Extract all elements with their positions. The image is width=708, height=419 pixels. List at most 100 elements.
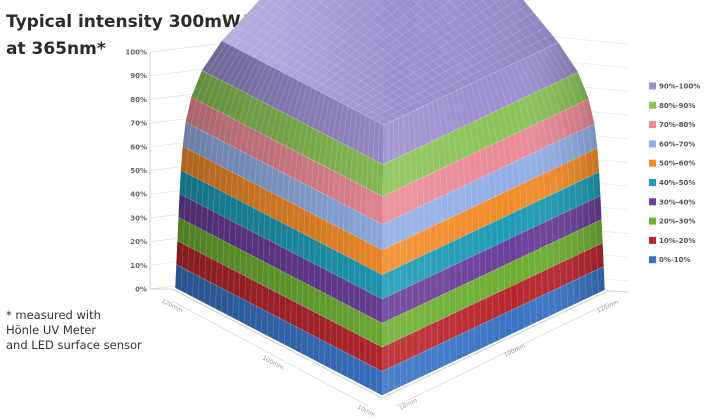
mesh-line bbox=[361, 153, 364, 186]
mesh-line bbox=[282, 77, 295, 113]
mesh-line bbox=[504, 312, 507, 337]
mesh-line bbox=[497, 268, 499, 293]
mesh-line bbox=[539, 224, 541, 249]
dim-label-y-inner: 100mm bbox=[503, 343, 527, 359]
mesh-line bbox=[446, 193, 449, 219]
mesh-line bbox=[549, 170, 552, 195]
plateau-mesh bbox=[255, 3, 418, 110]
mesh-line bbox=[357, 113, 362, 152]
footnote-line-3: and LED surface sensor bbox=[6, 338, 142, 352]
surface-band bbox=[185, 96, 595, 225]
mesh-line bbox=[491, 271, 493, 295]
mesh-line bbox=[228, 88, 238, 117]
mesh-line bbox=[581, 204, 584, 228]
mesh-line bbox=[539, 89, 549, 118]
mesh-line bbox=[533, 53, 552, 85]
plateau-mesh bbox=[296, 0, 396, 80]
mesh-line bbox=[264, 189, 267, 214]
plateau-mesh bbox=[240, 0, 291, 51]
mesh-line bbox=[226, 52, 245, 84]
legend-label: 20%-30% bbox=[659, 218, 695, 226]
mesh-line bbox=[240, 225, 242, 250]
mesh-line bbox=[551, 218, 554, 243]
mesh-line bbox=[420, 146, 424, 178]
mesh-line bbox=[242, 177, 245, 202]
legend-label: 60%-70% bbox=[659, 140, 695, 148]
mesh-line bbox=[217, 214, 220, 238]
mesh-line bbox=[261, 285, 264, 309]
mesh-line bbox=[416, 180, 419, 208]
mesh-line bbox=[278, 293, 281, 318]
mesh-line bbox=[509, 238, 511, 263]
mesh-line bbox=[245, 127, 251, 154]
mesh-line bbox=[535, 298, 538, 323]
legend-item: 40%-50% bbox=[649, 179, 695, 187]
z-tick-label: 90% bbox=[130, 72, 147, 80]
mesh-line bbox=[268, 240, 270, 265]
mesh-line bbox=[246, 228, 248, 253]
legend-item: 80%-90% bbox=[649, 101, 695, 110]
mesh-line bbox=[557, 215, 560, 240]
mesh-line bbox=[191, 151, 195, 176]
dimension-line-left bbox=[171, 300, 369, 407]
mesh-line bbox=[422, 177, 424, 205]
mesh-line bbox=[541, 271, 543, 296]
mesh-line bbox=[268, 264, 270, 289]
mesh-line bbox=[254, 101, 263, 131]
mesh-line bbox=[318, 132, 324, 164]
plateau-mesh bbox=[459, 0, 519, 62]
mesh-line bbox=[534, 92, 544, 121]
mesh-line bbox=[286, 117, 293, 147]
z-tick-label: 0% bbox=[135, 286, 147, 294]
mesh-line bbox=[559, 263, 561, 287]
mesh-line bbox=[555, 167, 558, 192]
mesh-line bbox=[371, 190, 373, 219]
mesh-line bbox=[241, 201, 243, 226]
mesh-line bbox=[582, 101, 589, 127]
mesh-line bbox=[196, 178, 198, 203]
mesh-line bbox=[571, 106, 577, 133]
mesh-line bbox=[232, 147, 236, 173]
mesh-line bbox=[256, 282, 258, 306]
mesh-line bbox=[224, 193, 226, 218]
mesh-line bbox=[556, 191, 559, 216]
mesh-line bbox=[585, 153, 588, 178]
mesh-line bbox=[485, 76, 498, 111]
mesh-line bbox=[458, 128, 464, 159]
mesh-line bbox=[284, 320, 286, 345]
mesh-line bbox=[206, 42, 227, 74]
mesh-line bbox=[555, 82, 567, 110]
mesh-line bbox=[223, 217, 225, 241]
mesh-line bbox=[258, 210, 260, 235]
mesh-line bbox=[561, 79, 572, 108]
mesh-line bbox=[513, 133, 519, 161]
mesh-line bbox=[480, 118, 486, 148]
plateau-mesh bbox=[327, 0, 468, 96]
plateau-mesh bbox=[316, 0, 445, 97]
plateau-mesh bbox=[267, 0, 425, 106]
z-tick-label: 20% bbox=[130, 238, 147, 246]
mesh-line bbox=[350, 148, 354, 180]
mesh-line bbox=[519, 60, 535, 93]
mesh-line bbox=[452, 190, 455, 216]
mesh-line bbox=[271, 167, 274, 193]
mesh-line bbox=[542, 120, 548, 147]
mesh-line bbox=[327, 168, 330, 196]
mesh-line bbox=[589, 224, 591, 249]
mesh-line bbox=[242, 59, 259, 92]
mesh-line bbox=[352, 110, 358, 149]
mesh-line bbox=[234, 121, 240, 148]
mesh-line bbox=[215, 285, 217, 309]
mesh-line bbox=[469, 123, 475, 154]
mesh-line bbox=[572, 280, 575, 305]
band-left-shade bbox=[202, 40, 384, 165]
mesh-line bbox=[249, 302, 251, 327]
mesh-line bbox=[289, 149, 293, 176]
mesh-line bbox=[294, 152, 298, 179]
plateau-mesh bbox=[374, 0, 472, 84]
mesh-line bbox=[511, 310, 513, 334]
mesh-line bbox=[229, 219, 231, 244]
measurement-footnote: * measured with Hönle UV Meter and LED s… bbox=[6, 308, 196, 353]
z-tick-label: 10% bbox=[130, 262, 147, 270]
mesh-line bbox=[565, 109, 572, 136]
